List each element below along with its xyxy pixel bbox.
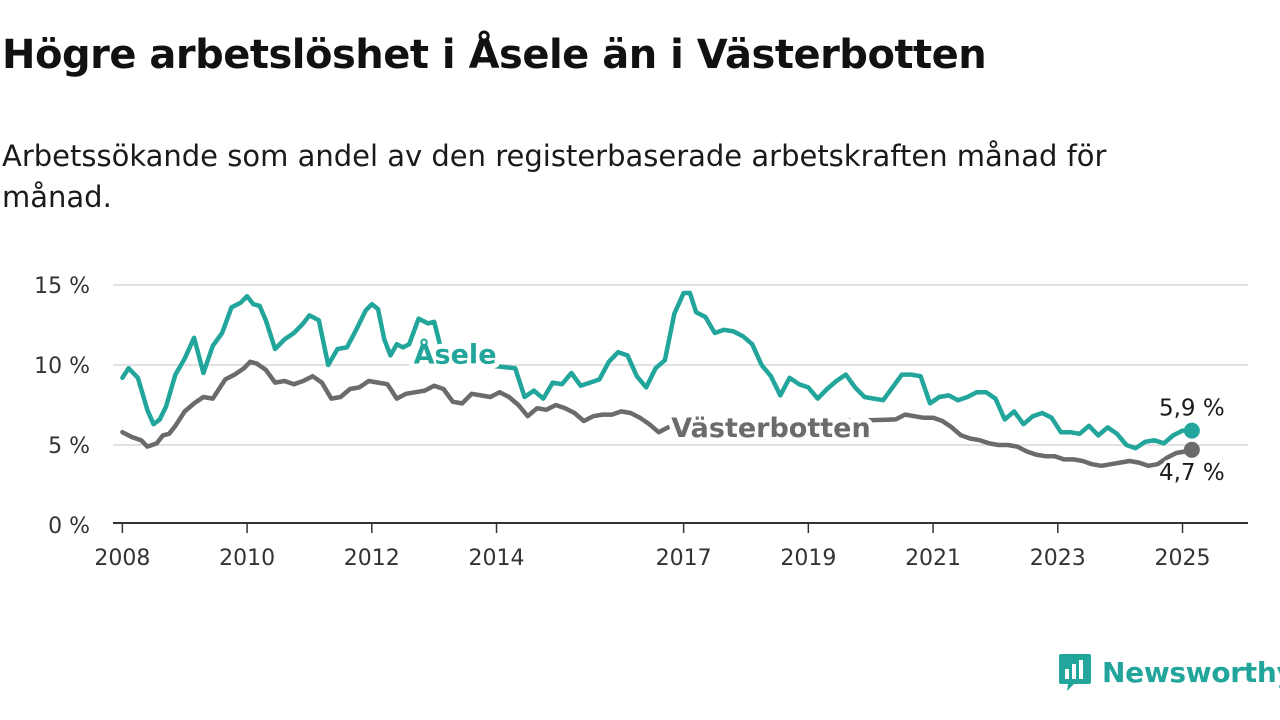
x-tick-label: 2025 (1155, 546, 1211, 571)
newsworthy-logo: Newsworthy (1058, 652, 1280, 692)
x-axis: 0 % 5 % 10 % 15 % 2008 2010 2012 2014 2017 2019 20… (34, 274, 1248, 571)
y-tick-label: 15 % (34, 274, 90, 299)
x-tick-label: 2010 (219, 546, 275, 571)
y-tick-label: 5 % (48, 434, 90, 459)
end-value-label-asele: 5,9 % (1159, 396, 1225, 422)
brand-name: Newsworthy (1102, 655, 1280, 689)
chart-subtitle: Arbetssökande som andel av den registerb… (2, 139, 1107, 214)
end-value-label-vasterbotten: 4,7 % (1159, 460, 1225, 486)
chart-title: Högre arbetslöshet i Åsele än i Västerbo… (2, 32, 987, 78)
series-line-vasterbotten (120, 359, 1195, 469)
x-tick-label: 2014 (469, 546, 525, 571)
series-line-asele (120, 290, 1195, 451)
series-labels: Åsele Västerbotten 5,9 % 4,7 % (409, 333, 1228, 488)
x-tick-label: 2008 (94, 546, 150, 571)
end-point-vasterbotten (1183, 441, 1200, 458)
series-label-vasterbotten: Västerbotten (671, 413, 870, 444)
x-tick-label: 2012 (344, 546, 400, 571)
end-point-asele (1183, 422, 1200, 439)
x-tick-label: 2021 (905, 546, 961, 571)
series-lines (120, 290, 1200, 469)
gridlines (113, 284, 1248, 446)
x-tick-label: 2023 (1030, 546, 1086, 571)
newsworthy-logo-icon (1059, 654, 1091, 691)
y-tick-label: 0 % (48, 514, 90, 539)
y-tick-label: 10 % (34, 354, 90, 379)
series-label-asele: Åsele (414, 338, 497, 370)
x-tick-label: 2017 (656, 546, 712, 571)
x-tick-label: 2019 (780, 546, 836, 571)
